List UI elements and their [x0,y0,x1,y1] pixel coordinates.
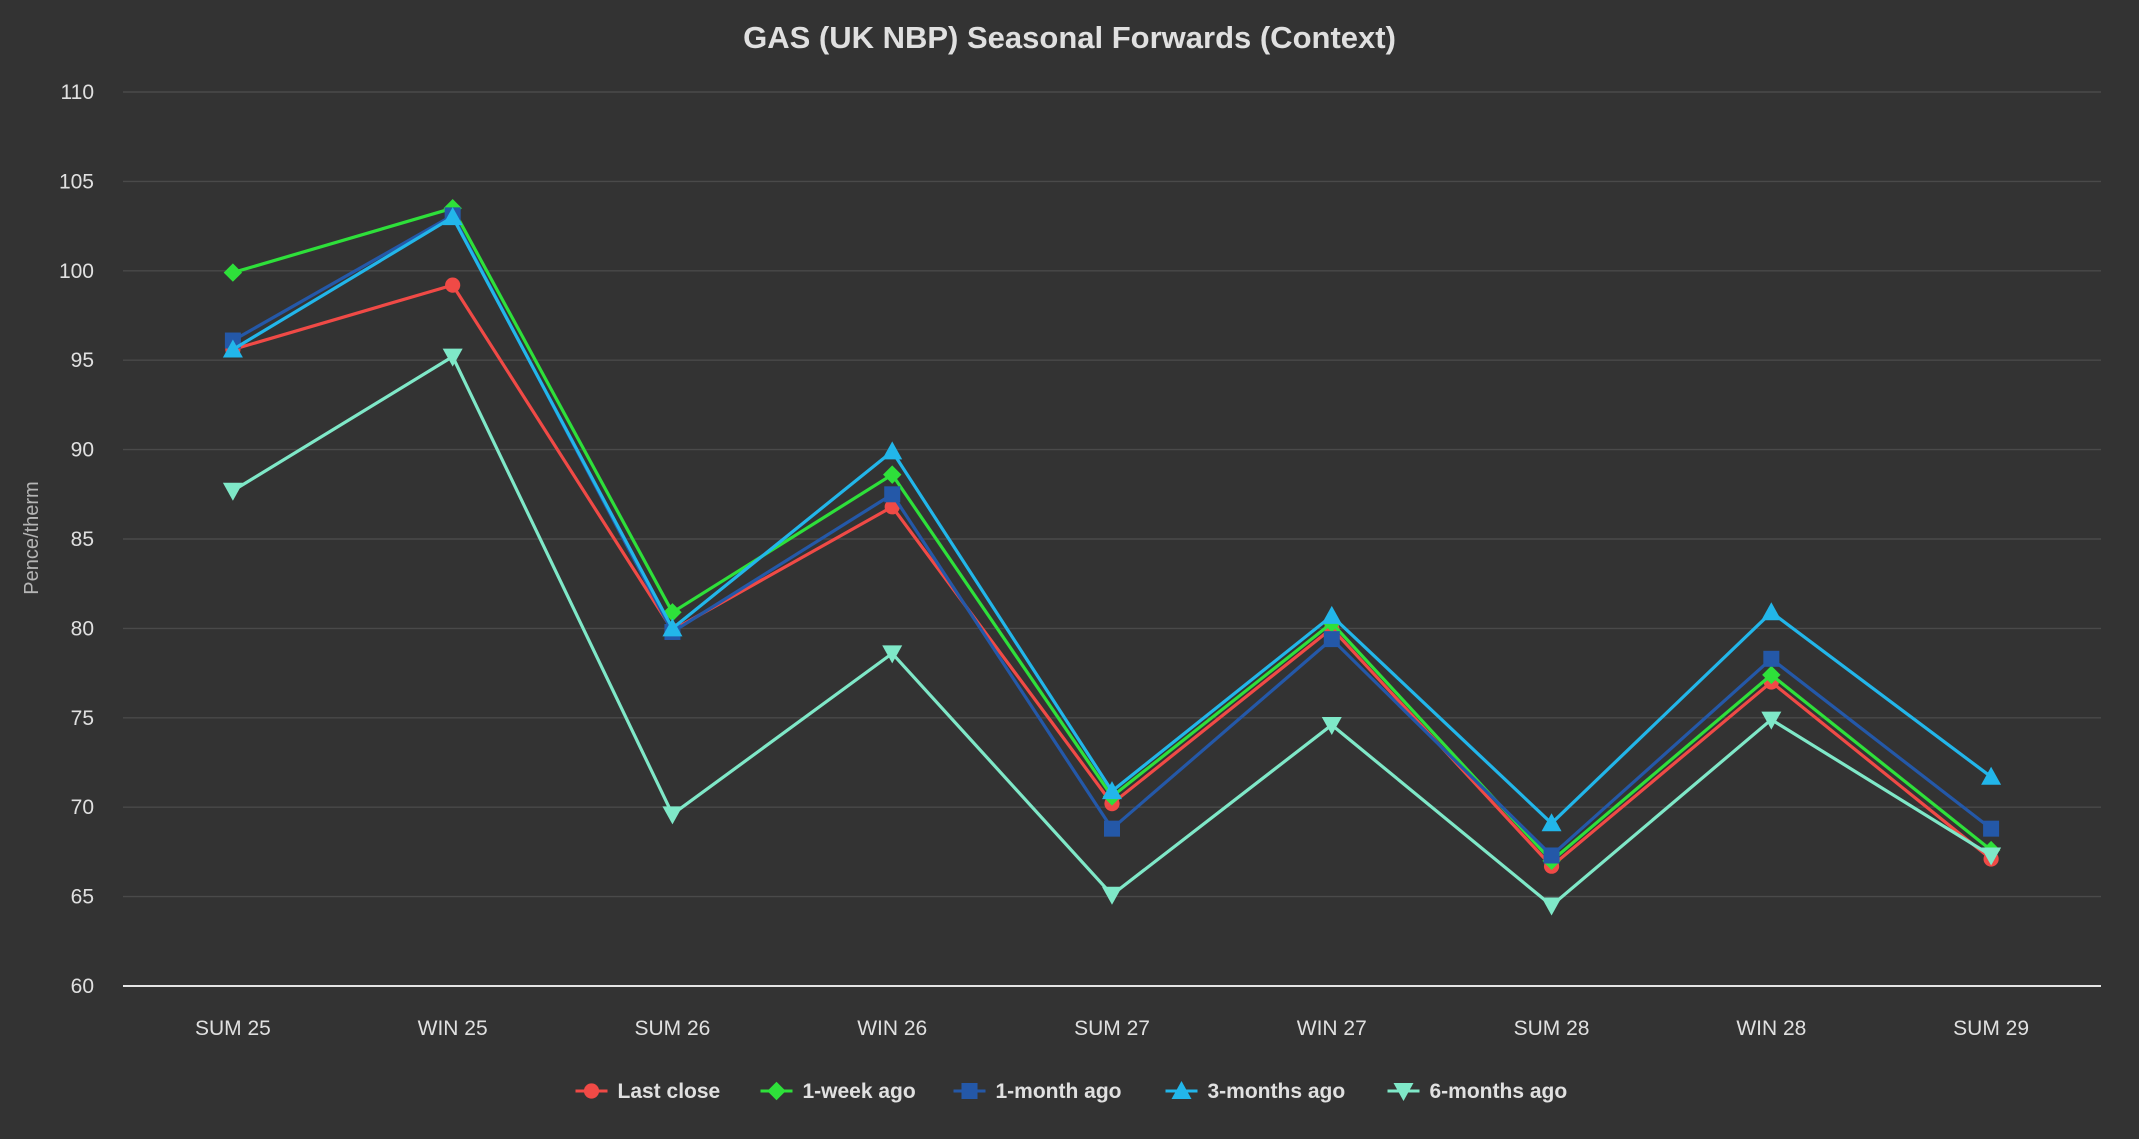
marker-circle [583,1083,600,1099]
x-tick-label: WIN 28 [1736,1017,1806,1040]
marker-triangle-down [1102,886,1122,905]
legend-item[interactable]: 6-months ago [1387,1080,1568,1103]
series-4 [222,207,2002,832]
marker-triangle [1541,813,1562,832]
grid-lines [123,91,2101,987]
marker-triangle-down [882,645,903,664]
marker-triangle [222,339,243,358]
series-line [232,213,1993,858]
chart-title: GAS (UK NBP) Seasonal Forwards (Context) [743,20,1396,55]
y-tick-label: 105 [59,170,94,193]
x-tick-label: SUM 28 [1514,1017,1590,1040]
series-5 [222,348,2002,916]
legend-item[interactable]: 1-week ago [760,1080,916,1103]
marker-triangle-down [1541,897,1562,916]
x-tick-label: SUM 29 [1953,1017,2029,1040]
legend-item[interactable]: Last close [575,1080,721,1103]
x-tick-label: SUM 27 [1074,1017,1150,1040]
legend-item[interactable]: 3-months ago [1165,1080,1346,1103]
marker-triangle [1171,1081,1192,1099]
series-3 [224,207,2000,864]
marker-square [961,1083,978,1099]
x-tick-label: WIN 27 [1297,1017,1367,1040]
marker-diamond [1762,665,1781,685]
marker-square [1323,631,1340,648]
marker-triangle-down [222,482,243,501]
y-tick-label: 65 [71,886,94,909]
y-tick-label: 80 [71,617,94,640]
marker-triangle-down [1321,716,1342,735]
series-line [232,283,1993,868]
legend-label: 1-week ago [803,1080,916,1103]
marker-circle [445,277,461,293]
x-tick-label: WIN 26 [857,1017,927,1040]
marker-triangle-down [1761,711,1782,730]
series-line [232,215,1993,825]
y-axis-label: Pence/therm [21,481,43,594]
marker-diamond [883,465,902,484]
marker-triangle [1102,781,1122,800]
marker-diamond [223,263,243,282]
marker-square [1763,650,1780,667]
x-axis-ticks: SUM 25 WIN 25 SUM 26 WIN 26 SUM 27 WIN 27 SUM … [195,1017,2029,1040]
y-tick-label: 110 [61,81,94,104]
y-tick-label: 90 [71,439,94,462]
legend-label: 6-months ago [1430,1080,1568,1103]
marker-triangle-down [442,348,463,367]
x-tick-label: SUM 26 [635,1017,711,1040]
y-tick-label: 75 [71,707,94,730]
marker-square [1543,847,1560,864]
marker-diamond [767,1081,786,1101]
marker-triangle-down [1981,847,2002,866]
marker-triangle [1761,602,1782,621]
series-2 [223,199,2001,871]
legend: Last close 1-week ago 1-month ago 3-months … [575,1080,1568,1103]
y-tick-label: 70 [71,796,94,819]
marker-triangle [1981,766,2002,785]
marker-square [1983,820,2000,837]
marker-circle [884,499,900,515]
marker-triangle-down [662,806,683,825]
legend-item[interactable]: 1-month ago [953,1080,1122,1103]
marker-triangle [1321,605,1342,624]
legend-label: 3-months ago [1208,1080,1346,1103]
y-tick-label: 95 [71,349,94,372]
y-tick-label: 85 [71,528,94,551]
marker-triangle-down [1393,1083,1414,1101]
x-tick-label: WIN 25 [418,1017,488,1040]
y-axis-ticks: 60 65 70 75 80 85 90 95 100 105 110 [59,81,94,998]
marker-triangle [662,618,683,637]
legend-label: Last close [618,1080,721,1103]
marker-square [1104,820,1120,837]
y-tick-label: 100 [59,260,94,283]
legend-label: 1-month ago [996,1080,1122,1103]
x-tick-label: SUM 25 [195,1017,271,1040]
marker-triangle [882,441,903,460]
marker-triangle [442,207,463,226]
series-layer [222,199,2002,916]
marker-square [884,486,901,503]
y-tick-label: 60 [71,975,94,998]
series-line [232,206,1993,863]
